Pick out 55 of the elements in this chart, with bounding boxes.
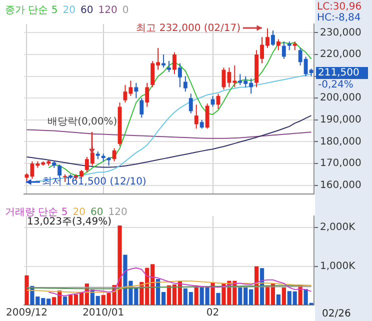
text: 120 [108, 207, 128, 218]
candlestick [112, 148, 116, 162]
candlestick [276, 38, 280, 51]
candlestick [282, 40, 286, 60]
y-tick-label: 230,000 [320, 27, 362, 38]
x-tick-label: 02 [206, 308, 220, 319]
annotation: 13,023주(3,49%) [27, 216, 112, 228]
y-tick-label: 200,000 [320, 92, 362, 104]
x-tick-label: 2009/12 [6, 308, 48, 319]
text: 20 [62, 5, 76, 16]
annotation: 최저 161,500 (12/10) [42, 176, 146, 188]
y-tick-label: 160,000 [320, 180, 362, 191]
bar [276, 294, 280, 305]
candlestick [183, 76, 188, 92]
bar [216, 292, 220, 305]
candlestick [172, 52, 176, 75]
text: 5 [51, 5, 58, 16]
y-tick-label: 220,000 [320, 49, 362, 60]
text: 60 [80, 5, 94, 16]
candlestick [205, 103, 210, 130]
y-tick-label: 1,000K [320, 260, 356, 272]
candlestick [134, 82, 138, 99]
x-tick-label: 2010/01 [82, 308, 124, 319]
y-tick-label: 190,000 [320, 114, 362, 126]
annotation: 배당락(0,00%) [48, 116, 118, 128]
annotation: 최고 232,000 (02/17) [136, 22, 241, 34]
candlestick [167, 60, 171, 72]
bar [62, 296, 68, 305]
text: 5 [61, 207, 68, 218]
candlestick [162, 54, 166, 68]
text: 120 [98, 5, 118, 16]
legend-title: 종가 단순 [5, 5, 50, 16]
text: 02/26 [322, 308, 351, 320]
candlestick [210, 95, 215, 108]
y-tick-label: 2,000K [320, 222, 356, 234]
text: 211,500 [318, 68, 360, 79]
candlestick [145, 82, 150, 108]
y-tick-label: 170,000 [320, 158, 362, 170]
candlestick [58, 164, 62, 178]
candlestick [140, 98, 144, 118]
bar [24, 275, 29, 305]
legend-title: 거래량 단순 [5, 207, 58, 218]
text: 60 [90, 207, 104, 218]
y-tick-label: 180,000 [320, 136, 362, 148]
text: 20 [72, 207, 86, 218]
candlestick [270, 30, 275, 46]
candlestick [178, 62, 182, 88]
text: -0,24% [318, 80, 354, 91]
bar [282, 287, 286, 305]
text: HC:-8,84 [317, 12, 361, 24]
candlestick [194, 104, 198, 130]
text: LC:30,96 [317, 2, 362, 13]
bar [210, 282, 215, 305]
text: 0 [122, 5, 129, 16]
candlestick [188, 93, 193, 114]
